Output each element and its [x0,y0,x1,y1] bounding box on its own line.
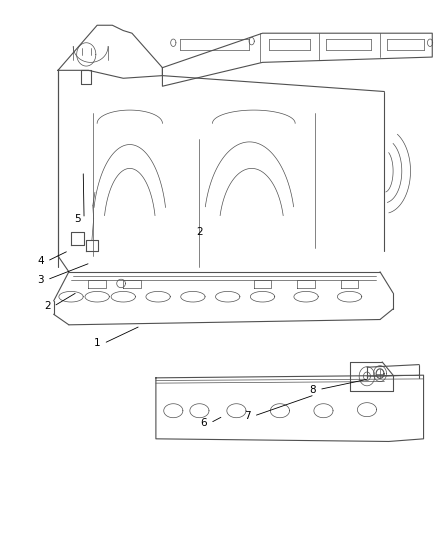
Text: 2: 2 [196,227,203,237]
Text: 5: 5 [74,214,81,224]
Text: 6: 6 [201,418,207,428]
Text: 8: 8 [309,384,316,394]
Text: 3: 3 [37,274,44,285]
Text: 1: 1 [94,338,100,349]
Text: 2: 2 [44,301,50,311]
Text: 4: 4 [37,256,44,266]
Text: 7: 7 [244,411,251,421]
